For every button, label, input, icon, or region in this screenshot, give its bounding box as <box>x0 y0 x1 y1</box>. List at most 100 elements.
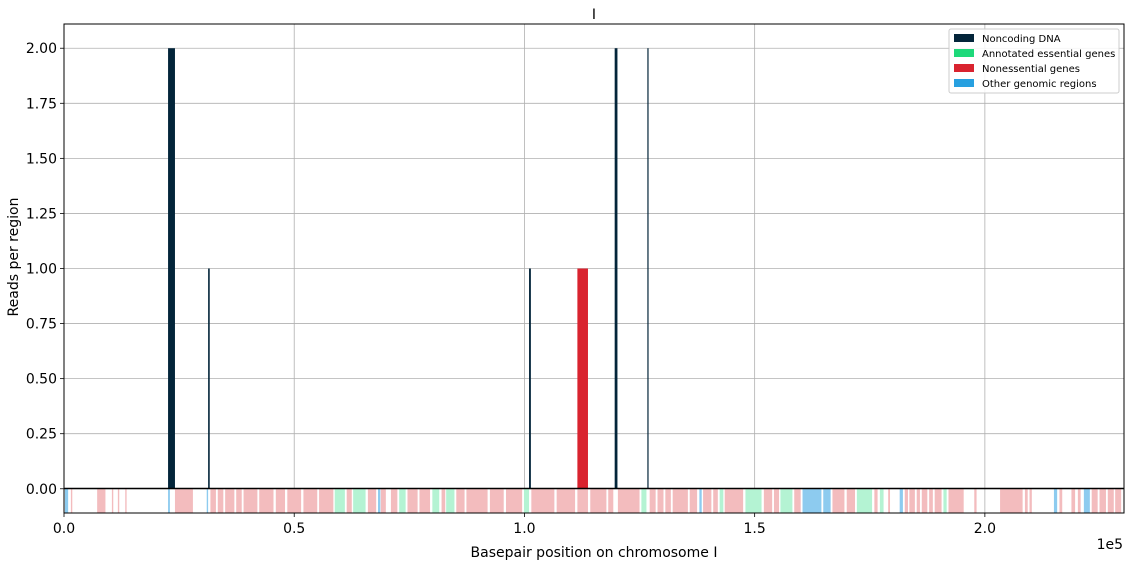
gene-region-nonessential <box>303 488 318 513</box>
gene-track <box>64 488 1122 513</box>
legend-label: Other genomic regions <box>982 79 1097 90</box>
gene-region-essential <box>641 488 647 513</box>
y-tick-label: 0.50 <box>26 372 57 388</box>
bar-noncoding-dna <box>208 268 210 489</box>
gene-region-nonessential <box>506 488 523 513</box>
gene-region-nonessential <box>672 488 688 513</box>
x-tick-label: 1.0 <box>513 521 535 537</box>
gene-region-nonessential <box>236 488 242 513</box>
gene-region-nonessential <box>225 488 235 513</box>
gene-region-nonessential <box>657 488 664 513</box>
gene-region-nonessential <box>1077 488 1081 513</box>
gene-region-nonessential <box>948 488 964 513</box>
gene-region-nonessential <box>590 488 607 513</box>
gene-region-nonessential <box>703 488 712 513</box>
legend: Noncoding DNA Annotated essential genes No… <box>948 28 1120 94</box>
gene-region-other <box>378 488 381 513</box>
x-tick-label: 1.5 <box>744 521 766 537</box>
gene-region-nonessential <box>441 488 446 513</box>
gene-region-nonessential <box>934 488 942 513</box>
gene-region-nonessential <box>531 488 555 513</box>
gene-region-nonessential <box>874 488 878 513</box>
gene-region-other <box>64 488 69 513</box>
gene-region-nonessential <box>724 488 744 513</box>
gene-region-essential <box>432 488 440 513</box>
gene-region-other <box>1053 488 1058 513</box>
gene-region-other <box>699 488 702 513</box>
gene-region-nonessential <box>174 488 193 513</box>
x-tick-label: 2.0 <box>974 521 996 537</box>
legend-swatch <box>954 64 974 72</box>
gene-region-nonessential <box>456 488 465 513</box>
bar-nonessential-genes <box>577 268 588 489</box>
gene-region-essential <box>856 488 873 513</box>
gene-region-nonessential <box>243 488 258 513</box>
gene-region-other <box>823 488 831 513</box>
grid-lines <box>63 24 1124 513</box>
gene-region-nonessential <box>909 488 915 513</box>
gene-region-nonessential <box>794 488 801 513</box>
x-tick-label: 0.0 <box>53 521 75 537</box>
gene-region-nonessential <box>1024 488 1028 513</box>
gene-region-nonessential <box>1029 488 1032 513</box>
legend-box <box>948 28 1120 94</box>
gene-region-nonessential <box>888 488 891 513</box>
legend-swatch <box>954 49 974 57</box>
x-tick-label: 0.5 <box>283 521 305 537</box>
gene-region-nonessential <box>217 488 224 513</box>
gene-region-other <box>802 488 822 513</box>
gene-region-nonessential <box>916 488 920 513</box>
gene-region-nonessential <box>921 488 928 513</box>
gene-region-nonessential <box>773 488 780 513</box>
gene-region-nonessential <box>974 488 977 513</box>
gene-region-nonessential <box>665 488 671 513</box>
gene-region-nonessential <box>419 488 431 513</box>
gene-region-nonessential <box>1099 488 1106 513</box>
legend-label: Annotated essential genes <box>982 49 1115 60</box>
gene-region-other <box>206 488 209 513</box>
bar-noncoding-dna <box>168 48 175 489</box>
gene-region-nonessential <box>1115 488 1122 513</box>
chart-title: I <box>592 7 596 23</box>
gene-region-essential <box>446 488 455 513</box>
gene-region-nonessential <box>649 488 656 513</box>
gene-region-nonessential <box>275 488 286 513</box>
gene-region-essential <box>523 488 530 513</box>
gene-region-nonessential <box>832 488 845 513</box>
x-offset-label: 1e5 <box>1097 537 1123 553</box>
x-axis-ticks: 0.0 0.5 1.0 1.5 2.0 <box>53 513 996 537</box>
gene-region-nonessential <box>929 488 933 513</box>
gene-region-nonessential <box>287 488 302 513</box>
y-tick-label: 1.50 <box>26 151 57 167</box>
gene-region-essential <box>719 488 724 513</box>
gene-region-nonessential <box>846 488 856 513</box>
gene-region-essential <box>780 488 793 513</box>
gene-region-nonessential <box>617 488 640 513</box>
gene-region-nonessential <box>577 488 588 513</box>
y-tick-label: 0.00 <box>26 482 57 498</box>
gene-region-nonessential <box>407 488 418 513</box>
x-axis-title: Basepair position on chromosome I <box>471 545 718 561</box>
gene-region-nonessential <box>1059 488 1063 513</box>
gene-region-nonessential <box>210 488 216 513</box>
gene-region-nonessential <box>904 488 908 513</box>
y-axis-ticks: 0.00 0.25 0.50 0.75 1.00 1.25 1.50 1.75 2.00 <box>26 41 64 498</box>
gene-region-nonessential <box>70 488 73 513</box>
gene-region-nonessential <box>259 488 274 513</box>
y-tick-label: 1.00 <box>26 262 57 278</box>
gene-region-nonessential <box>689 488 698 513</box>
gene-region-nonessential <box>125 488 127 513</box>
legend-swatch <box>954 79 974 87</box>
gene-region-essential <box>353 488 366 513</box>
gene-region-nonessential <box>97 488 106 513</box>
gene-region-other <box>1083 488 1090 513</box>
y-tick-label: 1.25 <box>26 206 57 222</box>
gene-region-nonessential <box>556 488 576 513</box>
gene-region-nonessential <box>489 488 504 513</box>
y-tick-label: 0.75 <box>26 317 57 333</box>
gene-region-nonessential <box>319 488 334 513</box>
gene-region-other <box>899 488 903 513</box>
y-tick-label: 0.25 <box>26 427 57 443</box>
gene-region-essential <box>334 488 345 513</box>
